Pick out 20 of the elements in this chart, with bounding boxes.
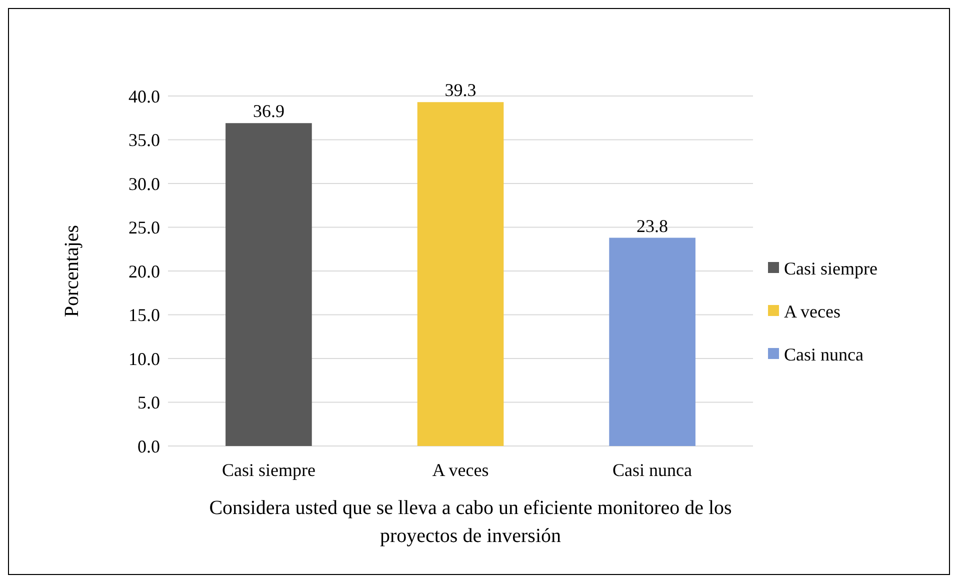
y-tick-label: 5.0	[138, 392, 160, 413]
y-tick-label: 35.0	[128, 130, 160, 150]
legend-label: Casi nunca	[784, 344, 864, 364]
y-tick-label: 10.0	[128, 348, 160, 369]
y-tick-label: 30.0	[128, 174, 160, 194]
x-axis-title: Considera usted que se lleva a cabo un eficiente monitoreo de los proyectos de inversión	[209, 497, 732, 547]
legend-label: Casi siempre	[784, 258, 878, 278]
legend-label: A veces	[784, 301, 840, 322]
x-tick-label: Casi nunca	[612, 460, 692, 480]
y-tick-label: 20.0	[128, 261, 160, 282]
y-tick-label: 15.0	[128, 305, 160, 326]
y-tick-label: 40.0	[128, 86, 160, 106]
x-tick-label: Casi siempre	[222, 460, 316, 480]
y-tick-label: 25.0	[128, 218, 160, 238]
data-label: 36.9	[252, 101, 284, 122]
x-tick-label: A veces	[432, 460, 489, 480]
data-label: 39.3	[444, 80, 476, 100]
y-tick-label: 0.0	[138, 436, 160, 456]
data-label: 23.8	[636, 216, 668, 236]
y-axis-title: Porcentajes	[61, 224, 83, 318]
